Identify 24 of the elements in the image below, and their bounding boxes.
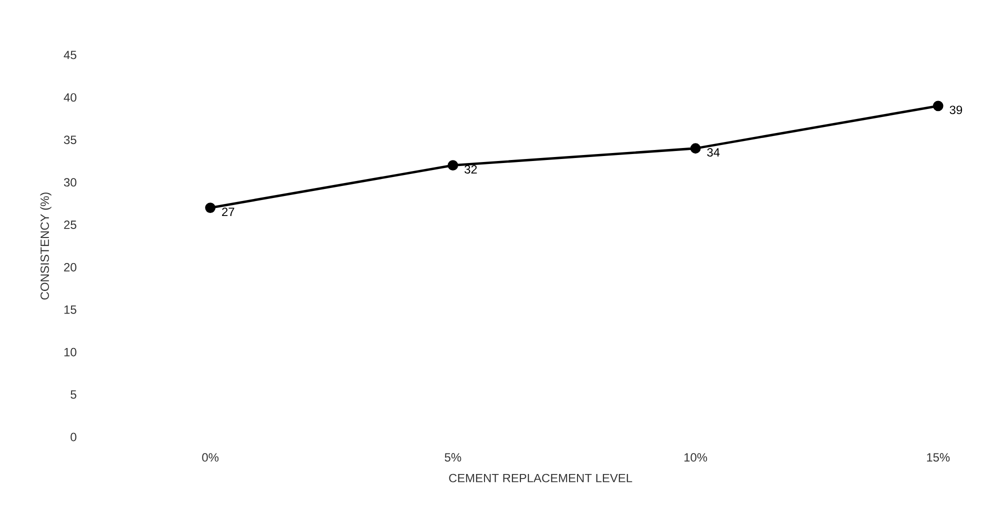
y-axis-title: CONSISTENCY (%) (40, 192, 52, 300)
y-tick-label: 25 (64, 220, 76, 229)
data-label: 32 (464, 165, 477, 174)
y-tick-label: 40 (64, 93, 76, 102)
y-tick-label: 30 (64, 178, 76, 187)
x-tick-label: 5% (444, 453, 462, 462)
x-tick-label: 0% (202, 453, 219, 462)
point (932, 100, 944, 112)
point (205, 202, 216, 213)
point (448, 160, 458, 171)
y-tick-label: 10 (64, 348, 76, 356)
data-label: 27 (222, 208, 234, 216)
x-tick-label: 15% (927, 453, 950, 462)
x-tick-label: 10% (684, 453, 708, 462)
y-tick-label: 45 (64, 50, 76, 60)
y-tick-label: 35 (64, 136, 76, 144)
x-axis-title: CEMENT REPLACEMENT LEVEL (449, 474, 632, 482)
data-label: 39 (950, 106, 962, 114)
y-tick-label: 0 (70, 432, 76, 442)
y-tick-label: 15 (64, 306, 76, 314)
point (690, 143, 701, 154)
data-label: 34 (707, 148, 720, 157)
y-tick-label: 5 (70, 390, 76, 399)
y-tick-label: 20 (64, 262, 76, 272)
